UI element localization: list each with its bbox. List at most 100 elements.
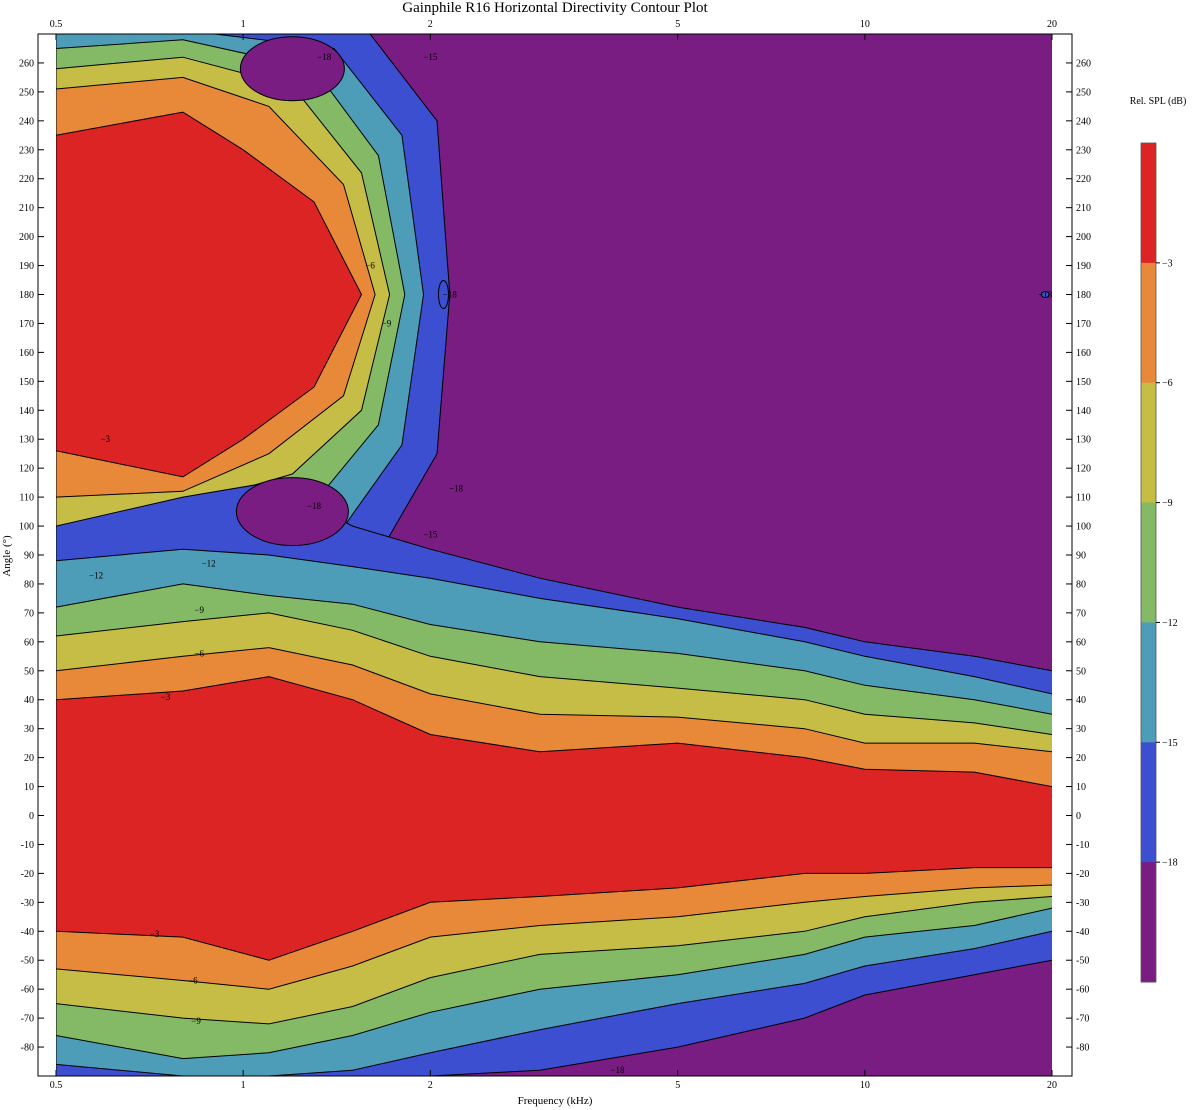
x-tick-label: 20 xyxy=(1047,1080,1057,1091)
contour-label: −18 xyxy=(307,501,322,511)
y-tick-label: 240 xyxy=(19,116,34,127)
y-tick-label: 100 xyxy=(19,522,34,533)
x-axis-label: Frequency (kHz) xyxy=(518,1095,593,1107)
y-tick-label: 70 xyxy=(1076,608,1086,619)
y-tick-label: 150 xyxy=(1076,377,1091,388)
y-tick-label: 170 xyxy=(1076,319,1091,330)
y-tick-label: -50 xyxy=(21,956,34,967)
y-tick-label: 60 xyxy=(1076,637,1086,648)
colorbar-band xyxy=(1141,742,1156,863)
x-tick-label: 1 xyxy=(241,19,246,30)
x-tick-label: 20 xyxy=(1047,19,1057,30)
contour-island xyxy=(437,280,449,309)
y-tick-label: 240 xyxy=(1076,116,1091,127)
colorbar-frame xyxy=(1140,142,1157,983)
y-tick-label: 200 xyxy=(19,232,34,243)
y-tick-label: 130 xyxy=(19,435,34,446)
y-tick-label: 170 xyxy=(19,319,34,330)
colorbar-label: −18 xyxy=(1162,858,1178,869)
y-tick-label: 0 xyxy=(29,811,34,822)
y-tick-label: -10 xyxy=(21,840,34,851)
y-tick-label: 180 xyxy=(19,290,34,301)
y-tick-label: 250 xyxy=(1076,87,1091,98)
y-tick-label: 50 xyxy=(24,666,34,677)
y-tick-label: 10 xyxy=(1076,782,1086,793)
colorbar-label: −3 xyxy=(1162,258,1173,269)
x-tick-label: 5 xyxy=(675,1080,680,1091)
y-tick-label: 70 xyxy=(24,608,34,619)
contour-label: −6 xyxy=(194,648,204,658)
contour-island xyxy=(1040,291,1050,298)
contour-label: −6 xyxy=(188,975,198,985)
colorbar-band xyxy=(1141,262,1156,384)
y-tick-label: 20 xyxy=(1076,753,1086,764)
contour-label: −6 xyxy=(365,261,375,271)
y-tick-label: 90 xyxy=(1076,551,1086,562)
y-axis-label: Angle (°) xyxy=(1,535,13,577)
y-tick-label: -30 xyxy=(1076,898,1089,909)
y-tick-label: 40 xyxy=(24,695,34,706)
axes: 0.5 0.5 1 1 2 2 5 5 10 10 20 20 -80 -80 -70 -70 -60 -60 -5… xyxy=(19,19,1091,1091)
y-tick-label: 100 xyxy=(1076,522,1091,533)
y-tick-label: -80 xyxy=(1076,1043,1089,1054)
contour-island xyxy=(239,36,345,102)
plot-area: −3 −6 −9 −12 −18 −18 −15 −18 −18 −15 −18 −9 −6 −3 −3 −6… xyxy=(56,34,1053,1076)
y-tick-label: 190 xyxy=(19,261,34,272)
y-tick-label: 80 xyxy=(24,579,34,590)
y-tick-label: 50 xyxy=(1076,666,1086,677)
y-tick-label: 30 xyxy=(1076,724,1086,735)
contour-label: −3 xyxy=(100,434,110,444)
y-tick-label: 140 xyxy=(19,406,34,417)
contour-label: −12 xyxy=(89,570,103,580)
y-tick-label: 250 xyxy=(19,87,34,98)
y-tick-label: -60 xyxy=(21,985,34,996)
y-tick-label: -10 xyxy=(1076,840,1089,851)
contour-label: −18 xyxy=(317,52,332,62)
contour-label: −3 xyxy=(161,692,171,702)
y-tick-label: -20 xyxy=(21,869,34,880)
y-tick-label: 210 xyxy=(19,203,34,214)
colorbar: −3 −6 −9 −12 −15 −18 xyxy=(1140,142,1178,983)
contour-label: −18 xyxy=(443,290,458,300)
y-tick-label: -20 xyxy=(1076,869,1089,880)
contour-island xyxy=(235,477,349,547)
contour-label: −15 xyxy=(423,52,438,62)
x-tick-label: 5 xyxy=(675,19,680,30)
x-tick-label: 0.5 xyxy=(50,1080,63,1091)
y-tick-label: -40 xyxy=(21,927,34,938)
y-tick-label: 190 xyxy=(1076,261,1091,272)
y-tick-label: 220 xyxy=(1076,174,1091,185)
y-tick-label: 30 xyxy=(24,724,34,735)
y-tick-label: 200 xyxy=(1076,232,1091,243)
y-tick-label: 120 xyxy=(19,464,34,475)
contour-label: −18 xyxy=(610,1065,625,1075)
y-tick-label: 90 xyxy=(24,551,34,562)
contour-label: −9 xyxy=(382,318,392,328)
contour-label: −12 xyxy=(202,559,216,569)
contour-label: −3 xyxy=(150,929,160,939)
y-tick-label: -40 xyxy=(1076,927,1089,938)
contour-label: −18 xyxy=(1038,290,1053,300)
y-tick-label: 110 xyxy=(1076,493,1091,504)
colorbar-label: −9 xyxy=(1162,498,1173,509)
x-tick-label: 10 xyxy=(860,1080,870,1091)
y-tick-label: 140 xyxy=(1076,406,1091,417)
y-tick-label: 120 xyxy=(1076,464,1091,475)
y-tick-label: -80 xyxy=(21,1043,34,1054)
y-tick-label: 20 xyxy=(24,753,34,764)
x-tick-label: 2 xyxy=(428,19,433,30)
colorbar-title: Rel. SPL (dB) xyxy=(1130,96,1187,107)
colorbar-band xyxy=(1141,143,1156,264)
x-tick-label: 10 xyxy=(860,19,870,30)
y-tick-label: 230 xyxy=(1076,145,1091,156)
colorbar-label: −15 xyxy=(1162,738,1178,749)
x-tick-label: 2 xyxy=(428,1080,433,1091)
y-tick-label: 40 xyxy=(1076,695,1086,706)
y-tick-label: 60 xyxy=(24,637,34,648)
colorbar-label: −6 xyxy=(1162,378,1173,389)
y-tick-label: 160 xyxy=(1076,348,1091,359)
colorbar-band xyxy=(1141,622,1156,743)
colorbar-band xyxy=(1141,862,1156,983)
colorbar-band xyxy=(1141,502,1156,623)
